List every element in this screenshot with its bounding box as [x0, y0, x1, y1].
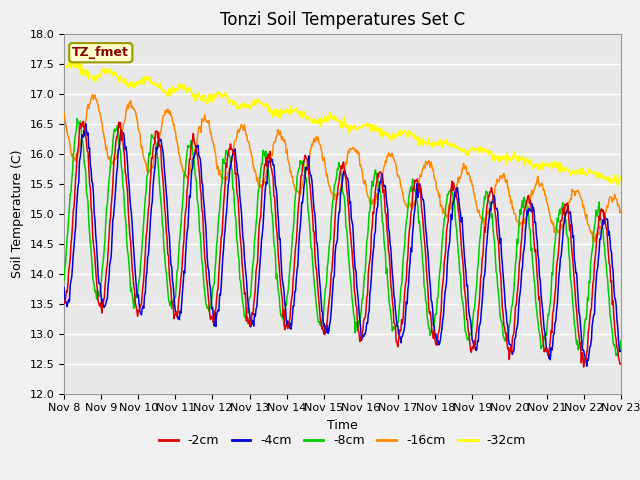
X-axis label: Time: Time — [327, 419, 358, 432]
Y-axis label: Soil Temperature (C): Soil Temperature (C) — [11, 149, 24, 278]
Title: Tonzi Soil Temperatures Set C: Tonzi Soil Temperatures Set C — [220, 11, 465, 29]
Text: TZ_fmet: TZ_fmet — [72, 46, 129, 59]
Legend: -2cm, -4cm, -8cm, -16cm, -32cm: -2cm, -4cm, -8cm, -16cm, -32cm — [154, 429, 531, 452]
